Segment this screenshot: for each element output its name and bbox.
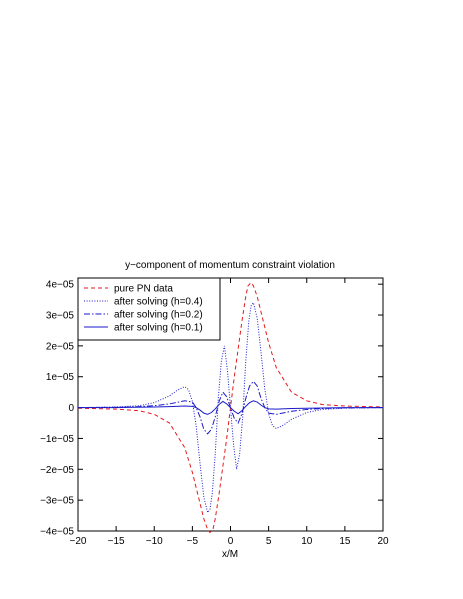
legend-label: after solving (h=0.2) <box>114 310 203 321</box>
y-tick-label: 4e−05 <box>46 280 75 291</box>
chart-title: y−component of momentum constraint viola… <box>125 260 335 271</box>
x-axis-label: x/M <box>222 549 238 560</box>
series-line-4 <box>78 400 383 415</box>
legend-label: after solving (h=0.1) <box>114 323 203 334</box>
x-tick-label: 10 <box>301 536 313 547</box>
y-tick-label: 0 <box>68 403 74 414</box>
x-tick-label: 5 <box>266 536 272 547</box>
x-tick-label: 20 <box>377 536 389 547</box>
series-lines <box>77 281 384 534</box>
x-tick-label: 15 <box>339 536 351 547</box>
x-tick-label: −20 <box>70 536 87 547</box>
legend: pure PN data after solving (h=0.4) after s… <box>77 277 221 341</box>
x-tick-label: −5 <box>187 536 199 547</box>
y-tick-label: −4e−05 <box>40 527 74 538</box>
y-tick-label: 3e−05 <box>46 311 75 322</box>
y-tick-label: −3e−05 <box>40 496 74 507</box>
y-tick-label: 2e−05 <box>46 341 75 352</box>
y-tick-label: −1e−05 <box>40 434 74 445</box>
x-tick-label: −10 <box>146 536 163 547</box>
legend-label: pure PN data <box>114 284 173 295</box>
y-tick-label: −2e−05 <box>40 465 74 476</box>
axis-ticks: −20 −15 −10 −5 0 5 10 15 20 −4e−05 −3e−05 −2e−05 −1e… <box>40 278 389 547</box>
x-tick-label: 0 <box>228 536 234 547</box>
x-tick-label: −15 <box>108 536 125 547</box>
legend-label: after solving (h=0.4) <box>114 297 203 308</box>
y-tick-label: 1e−05 <box>46 372 75 383</box>
